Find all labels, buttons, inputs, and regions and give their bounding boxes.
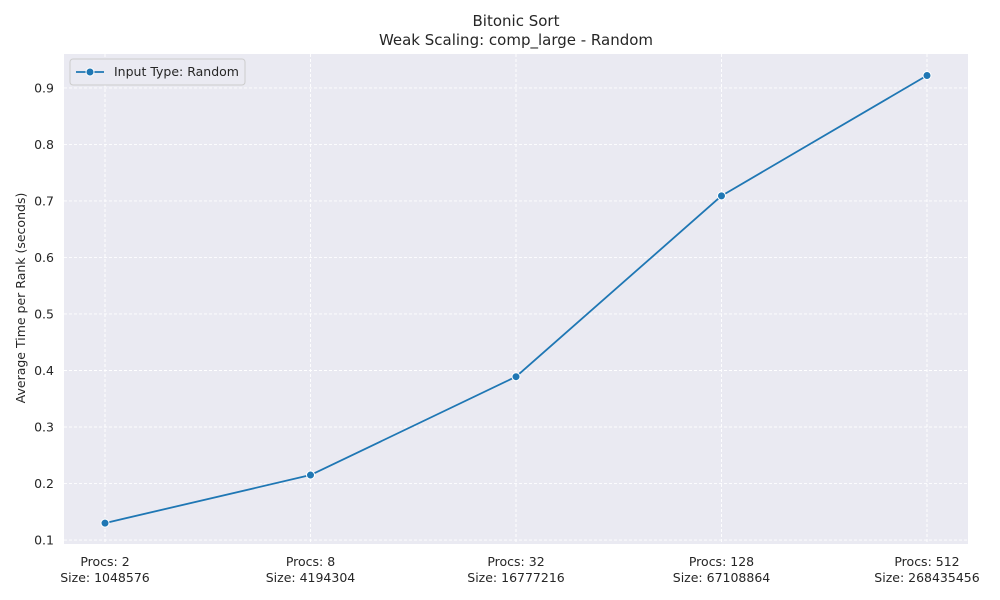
y-tick-label: 0.5 [34,306,54,321]
y-axis-ticks: 0.1 0.2 0.3 0.4 0.5 0.6 0.7 0.8 0.9 [34,80,54,547]
x-tick-label: Procs: 8 Size: 4194304 [266,554,356,585]
x-tick-label-line: Size: 67108864 [673,570,771,585]
y-tick-label: 0.9 [34,80,54,95]
y-tick-label: 0.7 [34,193,54,208]
y-tick-label: 0.2 [34,476,54,491]
y-axis-label: Average Time per Rank (seconds) [13,193,28,404]
gridlines [64,54,968,544]
x-tick-label-line: Procs: 128 [689,554,754,569]
x-axis-ticks: Procs: 2 Size: 1048576 Procs: 8 Size: 41943… [60,554,980,585]
y-tick-label: 0.1 [34,533,54,548]
x-tick-label-line: Procs: 512 [894,554,959,569]
x-tick-label: Procs: 2 Size: 1048576 [60,554,150,585]
legend-box [69,58,246,86]
y-tick-label: 0.8 [34,137,54,152]
data-point [511,372,521,382]
legend-marker-swatch [85,67,95,77]
chart-title: Bitonic Sort [473,12,560,30]
series-layer [100,70,932,528]
data-point [306,470,315,480]
x-tick-label-line: Procs: 32 [487,554,544,569]
legend-label: Input Type: Random [114,64,239,79]
x-tick-label: Procs: 128 Size: 67108864 [673,554,771,585]
x-tick-label-line: Size: 1048576 [60,570,150,585]
data-point [717,191,726,201]
y-tick-label: 0.6 [34,250,54,265]
x-tick-label: Procs: 512 Size: 268435456 [874,554,979,585]
legend: Input Type: Random [69,58,246,86]
y-tick-label: 0.4 [34,363,54,378]
chart-subtitle: Weak Scaling: comp_large - Random [379,31,653,50]
data-point [100,518,110,528]
x-tick-label-line: Procs: 2 [80,554,129,569]
x-tick-label-line: Size: 268435456 [874,570,979,585]
x-tick-label: Procs: 32 Size: 16777216 [467,554,565,585]
data-point [922,70,932,80]
x-tick-label-line: Size: 16777216 [467,570,565,585]
y-tick-label: 0.3 [34,420,54,435]
x-tick-label-line: Size: 4194304 [266,570,356,585]
x-tick-label-line: Procs: 8 [286,554,335,569]
